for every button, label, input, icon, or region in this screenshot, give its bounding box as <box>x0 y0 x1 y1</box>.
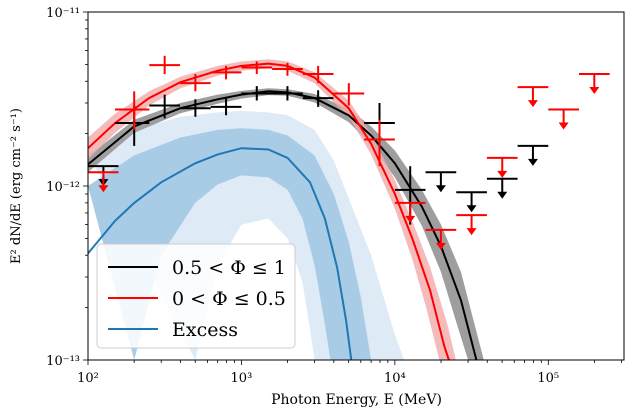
phase-low-data-point <box>241 61 273 75</box>
excess-band-1sigma <box>88 128 372 360</box>
phase-high-upper-limit <box>517 144 549 166</box>
phase-low-upper-limit <box>486 156 518 178</box>
phase-low-data-point <box>364 119 395 167</box>
axis-ticks: 10² 10³ 10⁴ 10⁵ 10⁻¹³ 10⁻¹² 10⁻¹¹ <box>46 6 622 386</box>
phase-high-data-point <box>210 98 242 116</box>
y-tick-label: 10⁻¹³ <box>46 354 80 369</box>
y-tick-label: 10⁻¹¹ <box>46 6 80 21</box>
y-axis-label: E² dN/dE (erg cm⁻² s⁻¹) <box>9 108 24 264</box>
phase-high-data-point <box>272 86 303 101</box>
x-tick-label: 10⁴ <box>384 371 406 386</box>
legend: 0.5 < Φ ≤ 1 0 < Φ ≤ 0.5 Excess <box>96 243 296 349</box>
y-tick-label: 10⁻¹² <box>46 180 80 195</box>
phase-low-upper-limit <box>578 73 610 95</box>
phase-low-data-point <box>210 65 242 80</box>
phase-low-data-point <box>302 65 334 84</box>
phase-low-upper-limit <box>517 86 549 108</box>
legend-label: 0 < Φ ≤ 0.5 <box>172 288 286 310</box>
x-tick-label: 10² <box>77 371 99 386</box>
phase-high-data-point <box>149 94 181 119</box>
phase-high-upper-limit <box>456 191 487 213</box>
phase-high-data-point <box>241 86 273 101</box>
legend-label: 0.5 < Φ ≤ 1 <box>172 257 286 279</box>
phase-high-data-point <box>302 90 334 107</box>
excess-curve <box>88 147 353 360</box>
phase-low-upper-limit <box>88 171 119 193</box>
x-tick-label: 10³ <box>231 371 253 386</box>
x-tick-label: 10⁵ <box>537 371 559 386</box>
phase-low-points <box>88 55 610 250</box>
phase-low-band <box>88 59 456 360</box>
phase-low-data-point <box>333 83 365 106</box>
phase-high-upper-limit <box>486 177 518 199</box>
phase-low-curve <box>88 62 450 360</box>
data-points <box>88 55 610 250</box>
phase-high-band <box>88 88 484 360</box>
legend-box <box>96 243 296 349</box>
legend-item: 0 < Φ ≤ 0.5 <box>108 288 286 310</box>
phase-low-data-point <box>149 55 181 75</box>
phase-low-data-point <box>180 74 211 92</box>
phase-low-upper-limit <box>394 201 426 223</box>
legend-label: Excess <box>172 319 238 341</box>
phase-low-data-point <box>115 91 150 130</box>
phase-low-upper-limit <box>548 108 579 130</box>
legend-item: Excess <box>108 319 238 341</box>
x-axis-label: Photon Energy, E (MeV) <box>271 392 442 408</box>
phase-high-data-point <box>180 99 211 117</box>
phase-low-data-point <box>272 62 303 76</box>
phase-high-upper-limit <box>425 171 457 193</box>
phase-low-upper-limit <box>456 214 487 236</box>
phase-low-upper-limit <box>425 228 457 250</box>
legend-item: 0.5 < Φ ≤ 1 <box>108 257 286 279</box>
